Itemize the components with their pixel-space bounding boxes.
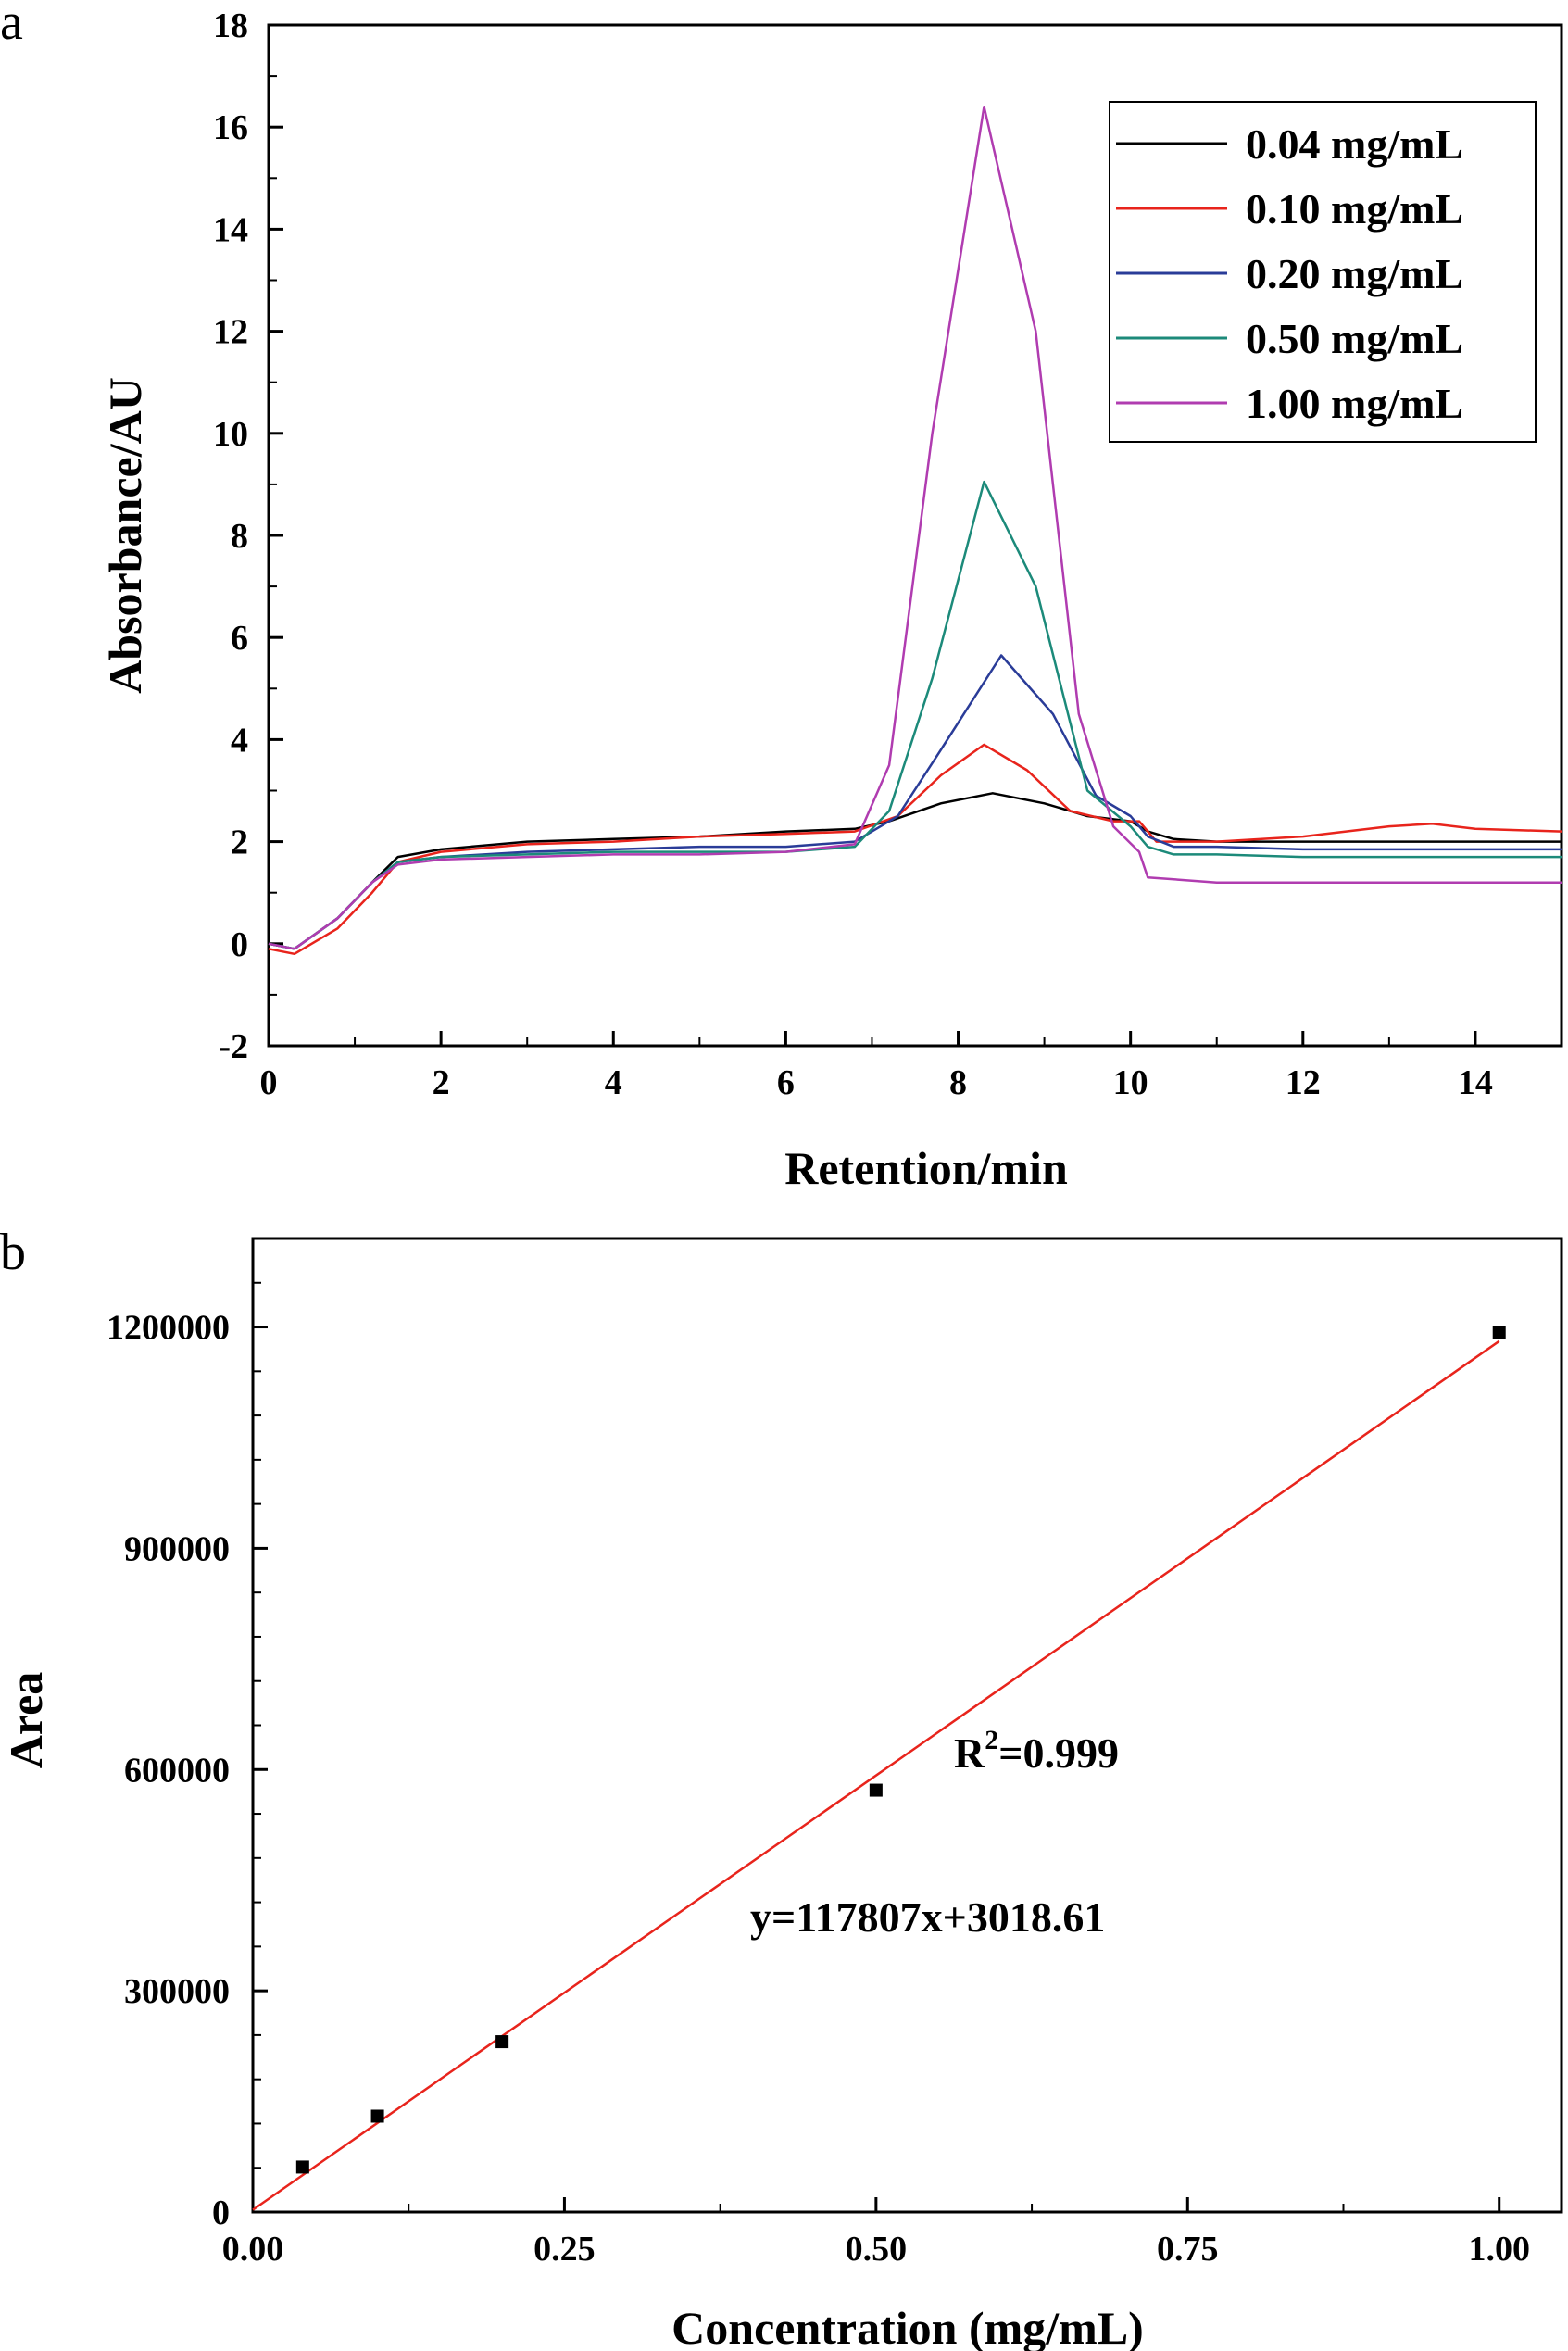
y-axis-title-b: Area	[0, 1672, 52, 1769]
x-tick-label: 0	[260, 1063, 278, 1102]
data-point	[495, 2035, 509, 2049]
x-tick-label: 8	[949, 1063, 967, 1102]
r-squared-value: =0.999	[998, 1729, 1119, 1777]
y-axis-title-a: Absorbance/AU	[99, 377, 151, 694]
data-point	[295, 2160, 309, 2174]
y-tick-label: 600000	[124, 1751, 230, 1790]
legend-label: 1.00 mg/mL	[1246, 380, 1463, 427]
y-tick-label: 14	[213, 210, 248, 249]
fit-equation-annotation: y=117807x+3018.61	[750, 1893, 1105, 1941]
x-tick-label: 0.75	[1157, 2230, 1219, 2269]
data-point	[370, 2109, 384, 2123]
panel-label-b: b	[0, 1224, 26, 1281]
legend-label: 0.04 mg/mL	[1246, 120, 1463, 168]
legend-label: 0.50 mg/mL	[1246, 315, 1463, 362]
y-tick-label: 6	[231, 619, 248, 658]
x-tick-label: 2	[433, 1063, 450, 1102]
y-tick-label: -2	[219, 1027, 248, 1066]
x-tick-label: 6	[777, 1063, 795, 1102]
chromatogram-chart: -2 0 2 4 6 8 10 12 14 16 18 0 2 4 6 8 10 12 14 Absorbance…	[99, 6, 1563, 1194]
x-axis-title-a: Retention/min	[784, 1142, 1068, 1194]
fit-line	[252, 1339, 1500, 2211]
x-tick-label: 14	[1458, 1063, 1493, 1102]
series-line-5	[268, 105, 1562, 950]
r-squared-symbol: R	[954, 1729, 985, 1777]
y-tick-label: 2	[231, 823, 248, 862]
y-tick-label: 1200000	[107, 1309, 230, 1348]
x-axis-title-b: Concentration (mg/mL)	[671, 2302, 1144, 2351]
panel-label-a: a	[0, 0, 23, 51]
y-tick-label: 0	[212, 2194, 230, 2232]
series-line-4	[268, 480, 1562, 950]
calibration-chart: 0 300000 600000 900000 1200000 0.00 0.25 0.50 0…	[0, 1237, 1563, 2351]
y-tick-label: 10	[213, 415, 248, 454]
data-point	[869, 1783, 883, 1797]
y-tick-label: 18	[213, 6, 248, 45]
series-line-3	[268, 654, 1562, 950]
y-tick-label: 8	[231, 517, 248, 556]
x-tick-label: 1.00	[1468, 2230, 1530, 2269]
x-tick-label: 4	[605, 1063, 622, 1102]
y-tick-label: 16	[213, 108, 248, 147]
legend-label: 0.20 mg/mL	[1246, 250, 1463, 297]
y-tick-label: 12	[213, 313, 248, 352]
y-tick-label: 300000	[124, 1972, 230, 2011]
x-tick-label: 0.00	[222, 2230, 284, 2269]
plot-frame-b	[251, 1237, 1563, 2214]
legend-label: 0.10 mg/mL	[1246, 185, 1463, 233]
series-line-1	[268, 792, 1562, 950]
r-squared-exponent: 2	[985, 1725, 998, 1755]
r-squared-annotation: R2=0.999	[954, 1725, 1119, 1777]
y-tick-label: 0	[231, 925, 248, 964]
x-tick-label: 10	[1113, 1063, 1148, 1102]
x-tick-label: 12	[1286, 1063, 1321, 1102]
x-tick-label: 0.25	[533, 2230, 596, 2269]
legend: 0.04 mg/mL 0.10 mg/mL 0.20 mg/mL 0.50 mg/mL…	[1109, 101, 1537, 443]
y-tick-label: 4	[231, 721, 248, 760]
x-tick-label: 0.50	[846, 2230, 908, 2269]
data-point	[1492, 1326, 1506, 1339]
y-tick-label: 900000	[124, 1529, 230, 1568]
